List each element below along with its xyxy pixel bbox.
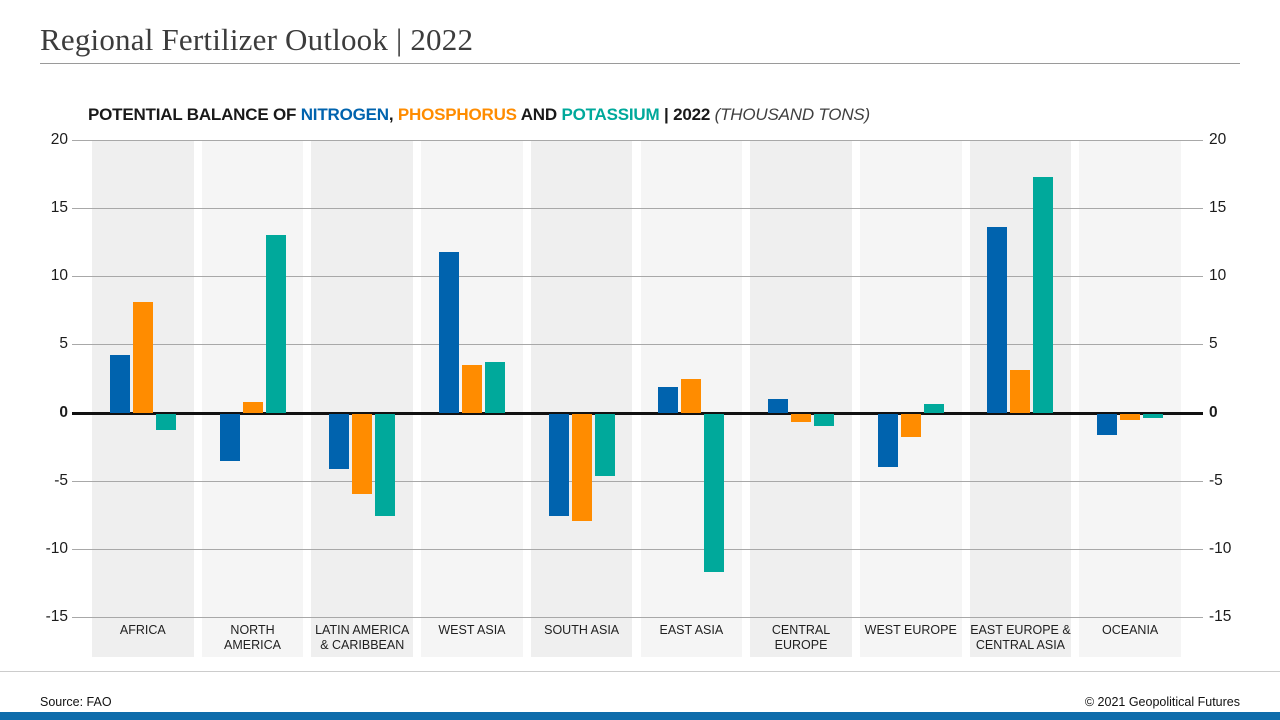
y-axis-label-left: -15: [45, 608, 68, 625]
bar-phosphorus-7: [900, 413, 921, 437]
category-band: [530, 140, 633, 657]
gridline: [72, 140, 1203, 141]
y-axis-label-left: 5: [59, 335, 68, 353]
y-axis-label-right: 5: [1209, 335, 1218, 353]
category-band: [201, 140, 304, 657]
bar-phosphorus-2: [352, 413, 373, 494]
gridline: [72, 617, 1203, 618]
category-label: LATIN AMERICA & CARIBBEAN: [315, 623, 410, 652]
subtitle-conjunction: AND: [516, 105, 562, 124]
gridline: [72, 344, 1203, 346]
zero-gridline: [72, 411, 1203, 415]
y-axis-label-left: 0: [59, 403, 68, 421]
bar-nitrogen-8: [987, 227, 1008, 413]
bar-nitrogen-6: [768, 398, 789, 413]
subtitle-unit-note: (THOUSAND TONS): [714, 105, 871, 124]
category-label: EAST ASIA: [659, 623, 724, 637]
bar-potassium-4: [594, 413, 615, 477]
bar-nitrogen-4: [548, 413, 569, 516]
bar-potassium-6: [814, 413, 835, 426]
bar-potassium-2: [375, 413, 396, 516]
gridline: [72, 548, 1203, 550]
gridline: [72, 480, 1203, 482]
bar-potassium-8: [1033, 176, 1054, 413]
category-band: [1079, 140, 1181, 657]
bar-nitrogen-7: [877, 413, 898, 467]
y-axis-label-left: 20: [50, 131, 68, 148]
bar-nitrogen-1: [219, 413, 240, 462]
legend-phosphorus: PHOSPHORUS: [397, 105, 517, 124]
y-axis-label-right: 20: [1209, 131, 1227, 148]
y-axis-label-right: 0: [1209, 403, 1218, 421]
category-label: WEST ASIA: [438, 623, 506, 637]
y-axis-label-left: 15: [50, 199, 68, 217]
subtitle-year: | 2022: [659, 105, 715, 124]
y-axis-label-right: -10: [1209, 539, 1232, 557]
subtitle-separator: ,: [388, 105, 398, 124]
category-label: NORTH AMERICA: [224, 623, 281, 652]
category-band: [859, 140, 962, 657]
y-axis-label-right: 15: [1209, 199, 1227, 217]
y-axis-label-left: 10: [50, 267, 68, 285]
category-label: SOUTH ASIA: [544, 623, 620, 637]
y-axis-label-left: -10: [45, 539, 68, 557]
gridline: [72, 208, 1203, 210]
title-divider: [40, 63, 1240, 64]
subtitle-prefix: POTENTIAL BALANCE OF: [88, 105, 301, 124]
category-label: OCEANIA: [1102, 623, 1159, 637]
bar-nitrogen-0: [109, 355, 130, 413]
category-label: EAST EUROPE & CENTRAL ASIA: [970, 623, 1071, 652]
legend-potassium: POTASSIUM: [561, 105, 660, 124]
bar-phosphorus-6: [791, 413, 812, 422]
bar-nitrogen-5: [658, 386, 679, 413]
bar-phosphorus-8: [1010, 370, 1031, 413]
bar-potassium-1: [265, 235, 286, 413]
bar-phosphorus-1: [242, 401, 263, 413]
page-title: Regional Fertilizer Outlook | 2022: [40, 22, 474, 57]
legend-nitrogen: NITROGEN: [300, 105, 389, 124]
brand-bar: [0, 712, 1280, 720]
bar-phosphorus-5: [681, 378, 702, 413]
y-axis-label-right: -5: [1209, 471, 1223, 489]
bar-phosphorus-9: [1120, 413, 1141, 421]
y-axis-label-right: -15: [1209, 608, 1232, 625]
bar-nitrogen-9: [1097, 413, 1118, 436]
bar-potassium-3: [484, 362, 505, 413]
bar-potassium-0: [155, 413, 176, 430]
bar-phosphorus-4: [571, 413, 592, 522]
category-label: AFRICA: [119, 623, 166, 637]
source-note: Source: FAO: [40, 695, 112, 709]
bar-potassium-9: [1143, 413, 1164, 418]
gridline: [72, 276, 1203, 278]
category-label: WEST EUROPE: [864, 623, 957, 637]
chart-subtitle: POTENTIAL BALANCE OF NITROGEN, PHOSPHORU…: [88, 105, 870, 125]
copyright-note: © 2021 Geopolitical Futures: [1084, 695, 1240, 709]
bar-nitrogen-3: [438, 251, 459, 413]
footer-divider: [0, 671, 1280, 672]
bar-phosphorus-3: [461, 364, 482, 413]
bar-potassium-7: [923, 404, 944, 413]
bar-phosphorus-0: [132, 302, 153, 413]
category-label: CENTRAL EUROPE: [771, 623, 831, 652]
category-band: [311, 140, 414, 657]
y-axis-label-right: 10: [1209, 267, 1227, 285]
bar-potassium-5: [704, 413, 725, 572]
bar-nitrogen-2: [329, 413, 350, 470]
y-axis-label-left: -5: [54, 471, 68, 489]
category-band: [750, 140, 852, 657]
